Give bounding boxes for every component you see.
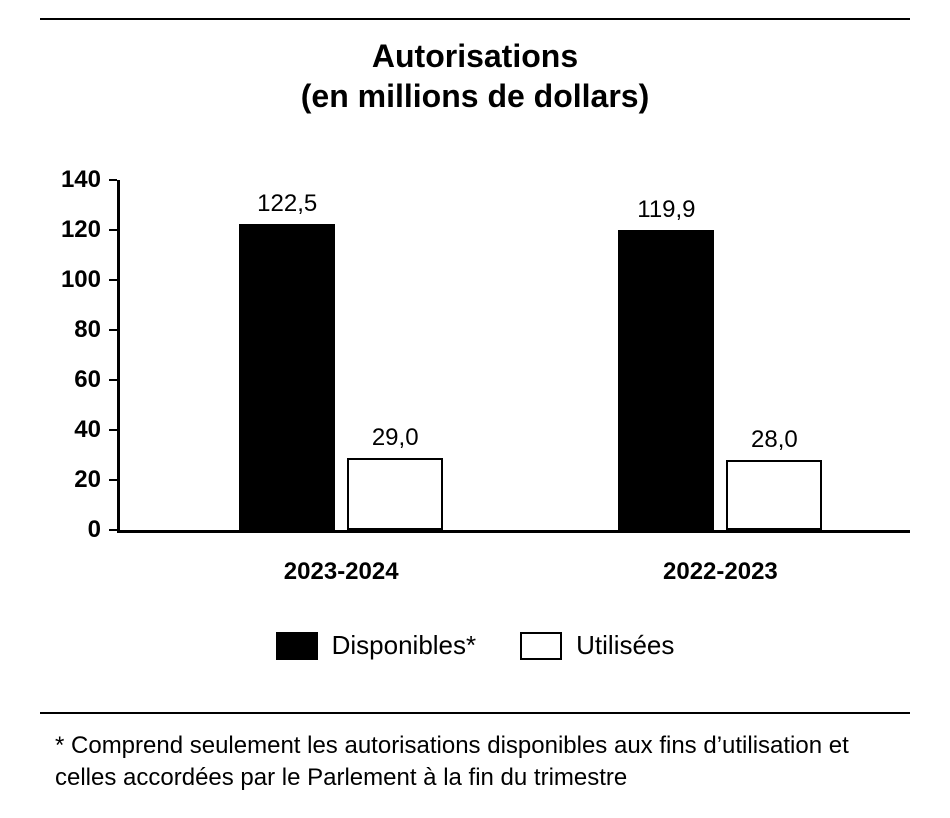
x-category-label: 2022-2023 <box>663 558 778 586</box>
ytick-mark <box>109 329 117 331</box>
ytick-label: 0 <box>88 516 101 544</box>
ytick-label: 80 <box>74 316 101 344</box>
ytick-mark <box>109 479 117 481</box>
ytick-label: 120 <box>61 216 101 244</box>
legend-item: Utilisées <box>520 630 674 661</box>
bar-value-label: 29,0 <box>372 424 419 452</box>
ytick-label: 20 <box>74 466 101 494</box>
x-category-label: 2023-2024 <box>284 558 399 586</box>
ytick-label: 40 <box>74 416 101 444</box>
ytick-mark <box>109 229 117 231</box>
ytick-label: 100 <box>61 266 101 294</box>
chart-title: Autorisations (en millions de dollars) <box>0 36 950 116</box>
legend-swatch <box>276 632 318 660</box>
ytick-mark <box>109 279 117 281</box>
y-axis <box>117 180 120 533</box>
bar <box>347 458 443 531</box>
ytick-label: 60 <box>74 366 101 394</box>
legend-item: Disponibles* <box>276 630 477 661</box>
bar-value-label: 119,9 <box>637 196 695 224</box>
legend-swatch <box>520 632 562 660</box>
legend-label: Disponibles* <box>332 630 477 661</box>
bar-value-label: 28,0 <box>751 426 798 454</box>
footnote: * Comprend seulement les autorisations d… <box>55 730 895 795</box>
ytick-label: 140 <box>61 166 101 194</box>
chart-title-line-2: (en millions de dollars) <box>0 76 950 116</box>
bar <box>618 230 714 530</box>
ytick-mark <box>109 179 117 181</box>
top-rule <box>40 18 910 20</box>
legend: Disponibles* Utilisées <box>0 630 950 667</box>
page-root: Autorisations (en millions de dollars) 0… <box>0 0 950 818</box>
bottom-rule <box>40 712 910 714</box>
ytick-mark <box>109 529 117 531</box>
bar-chart: 020406080100120140122,529,02023-2024119,… <box>120 180 910 530</box>
x-axis <box>120 530 910 533</box>
ytick-mark <box>109 379 117 381</box>
legend-label: Utilisées <box>576 630 674 661</box>
ytick-mark <box>109 429 117 431</box>
bar-value-label: 122,5 <box>257 190 317 218</box>
bar <box>726 460 822 530</box>
bar <box>239 224 335 530</box>
chart-title-line-1: Autorisations <box>0 36 950 76</box>
